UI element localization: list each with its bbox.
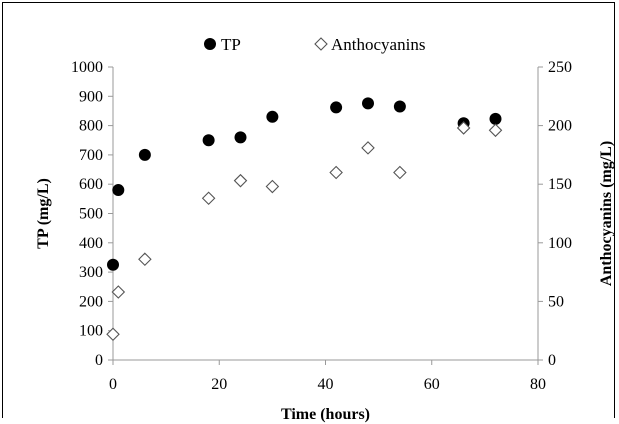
tp-point — [489, 112, 502, 125]
y-tick-label: 700 — [79, 147, 103, 164]
y-tick-label: 1000 — [71, 59, 103, 76]
anthocyanins-point — [138, 252, 152, 266]
y2-tick-label: 250 — [548, 59, 572, 76]
x-axis-title: Time (hours) — [281, 406, 370, 423]
y-tick-label: 800 — [79, 118, 103, 135]
anthocyanins-point — [361, 141, 375, 155]
y2-tick-label: 200 — [548, 118, 572, 135]
anthocyanins-point — [488, 123, 503, 138]
axes — [108, 66, 543, 365]
scatter-chart: 0100200300400500600700800900100005010015… — [35, 35, 615, 423]
anthocyanins-point — [393, 165, 407, 180]
legend: TP Anthocyanins — [204, 35, 425, 54]
anthocyanins-point — [456, 121, 471, 135]
y-tick-label: 900 — [79, 88, 103, 105]
tp-point — [330, 101, 343, 114]
anthocyanins-point — [265, 179, 280, 194]
tp-point — [107, 258, 119, 271]
tp-point — [393, 100, 406, 113]
legend-tp-label: TP — [221, 35, 241, 54]
tp-point — [202, 134, 215, 147]
y2-tick-label: 150 — [548, 176, 572, 193]
x-tick-label: 60 — [424, 376, 440, 393]
tick-labels: 0100200300400500600700800900100005010015… — [71, 59, 572, 393]
y-tick-label: 0 — [95, 352, 103, 369]
anthocyanins-point — [329, 165, 343, 180]
x-tick-label: 0 — [109, 376, 117, 393]
tp-point — [138, 148, 151, 161]
legend-anthocyanins-label: Anthocyanins — [331, 35, 425, 54]
y2-axis-title: Anthocyanins (mg/L) — [598, 141, 615, 286]
y2-tick-label: 50 — [548, 293, 564, 310]
tp-point — [266, 110, 279, 123]
y-axis-title: TP (mg/L) — [35, 178, 52, 249]
anthocyanins-point — [233, 173, 248, 188]
y-tick-label: 300 — [79, 264, 103, 281]
tp-point — [234, 131, 247, 144]
y-tick-label: 500 — [79, 206, 103, 223]
x-tick-label: 40 — [318, 376, 334, 393]
tp-point — [112, 184, 125, 197]
tp-point — [362, 97, 374, 110]
legend-tp-marker — [204, 38, 216, 50]
anthocyanins-point — [111, 285, 126, 299]
y-tick-label: 100 — [79, 323, 103, 340]
data-points — [106, 97, 503, 341]
anthocyanins-point — [201, 191, 216, 206]
x-tick-label: 80 — [530, 376, 546, 393]
anthocyanins-point — [106, 327, 120, 341]
y-tick-label: 200 — [79, 293, 103, 310]
y2-tick-label: 0 — [548, 352, 556, 369]
y2-tick-label: 100 — [548, 235, 572, 252]
x-tick-label: 20 — [211, 376, 227, 393]
y-tick-label: 400 — [79, 235, 103, 252]
legend-anthocyanins-marker — [314, 37, 328, 51]
y-tick-label: 600 — [79, 176, 103, 193]
